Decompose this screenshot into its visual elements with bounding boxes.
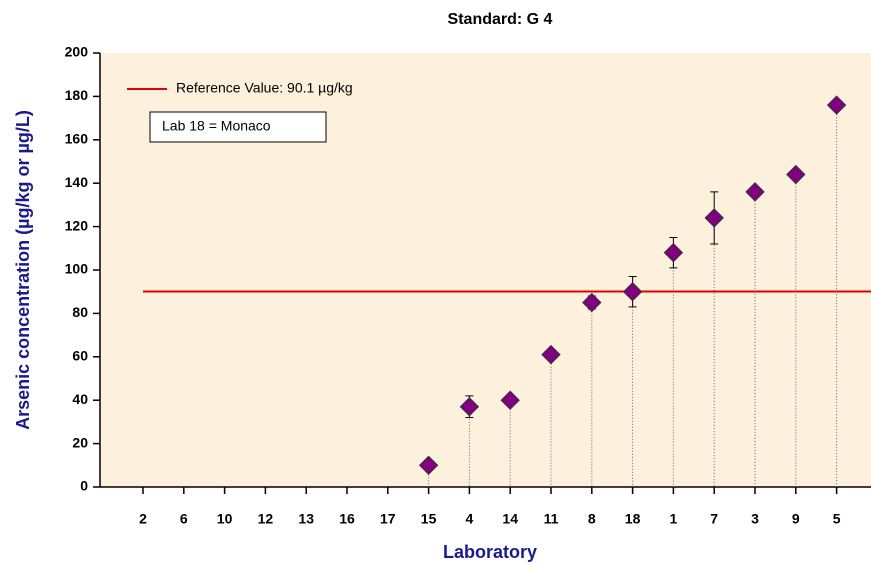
annotation: Lab 18 = Monaco [162, 118, 271, 134]
y-tick-label: 140 [65, 174, 89, 190]
y-tick-label: 60 [72, 348, 88, 364]
marker [500, 390, 520, 410]
y-tick-label: 0 [80, 478, 88, 494]
y-tick-label: 120 [65, 217, 89, 233]
marker [826, 95, 847, 115]
x-tick-label: 7 [710, 511, 718, 527]
x-tick-label: 17 [380, 511, 396, 527]
marker [704, 208, 724, 228]
y-tick-label: 160 [65, 131, 89, 147]
marker [418, 455, 439, 476]
x-tick-label: 13 [298, 511, 314, 527]
x-tick-label: 11 [544, 511, 559, 527]
legend-label: Reference Value: 90.1 µg/kg [176, 80, 353, 96]
marker [786, 164, 806, 185]
x-tick-label: 18 [625, 511, 641, 527]
x-tick-label: 14 [502, 511, 518, 527]
marker [663, 242, 684, 263]
marker [582, 292, 602, 313]
x-tick-label: 4 [466, 511, 474, 527]
x-tick-label: 15 [421, 511, 437, 527]
x-tick-label: 10 [217, 511, 233, 527]
annotation-box [149, 111, 327, 143]
x-tick-label: 16 [339, 511, 355, 527]
y-tick-label: 200 [65, 44, 89, 60]
x-tick-label: 9 [792, 511, 800, 527]
y-tick-label: 80 [72, 304, 88, 320]
x-tick-label: 1 [670, 511, 678, 527]
y-axis-label: Arsenic concentration (µg/kg or µg/L) [13, 110, 33, 430]
y-tick-label: 20 [72, 434, 88, 450]
y-tick-label: 100 [65, 261, 89, 277]
chart-title: Standard: G 4 [448, 11, 553, 28]
x-tick-label: 2 [139, 511, 147, 527]
x-axis-label: Laboratory [443, 542, 537, 562]
x-tick-label: 5 [833, 511, 841, 527]
marker [459, 397, 480, 417]
x-tick-label: 12 [258, 511, 274, 527]
marker [745, 182, 765, 202]
x-tick-label: 3 [751, 511, 759, 527]
marker [622, 281, 643, 302]
y-tick-label: 180 [65, 87, 89, 103]
x-tick-label: 6 [180, 511, 188, 527]
y-tick-label: 40 [72, 391, 88, 407]
x-tick-label: 8 [588, 511, 596, 527]
marker [541, 344, 561, 365]
